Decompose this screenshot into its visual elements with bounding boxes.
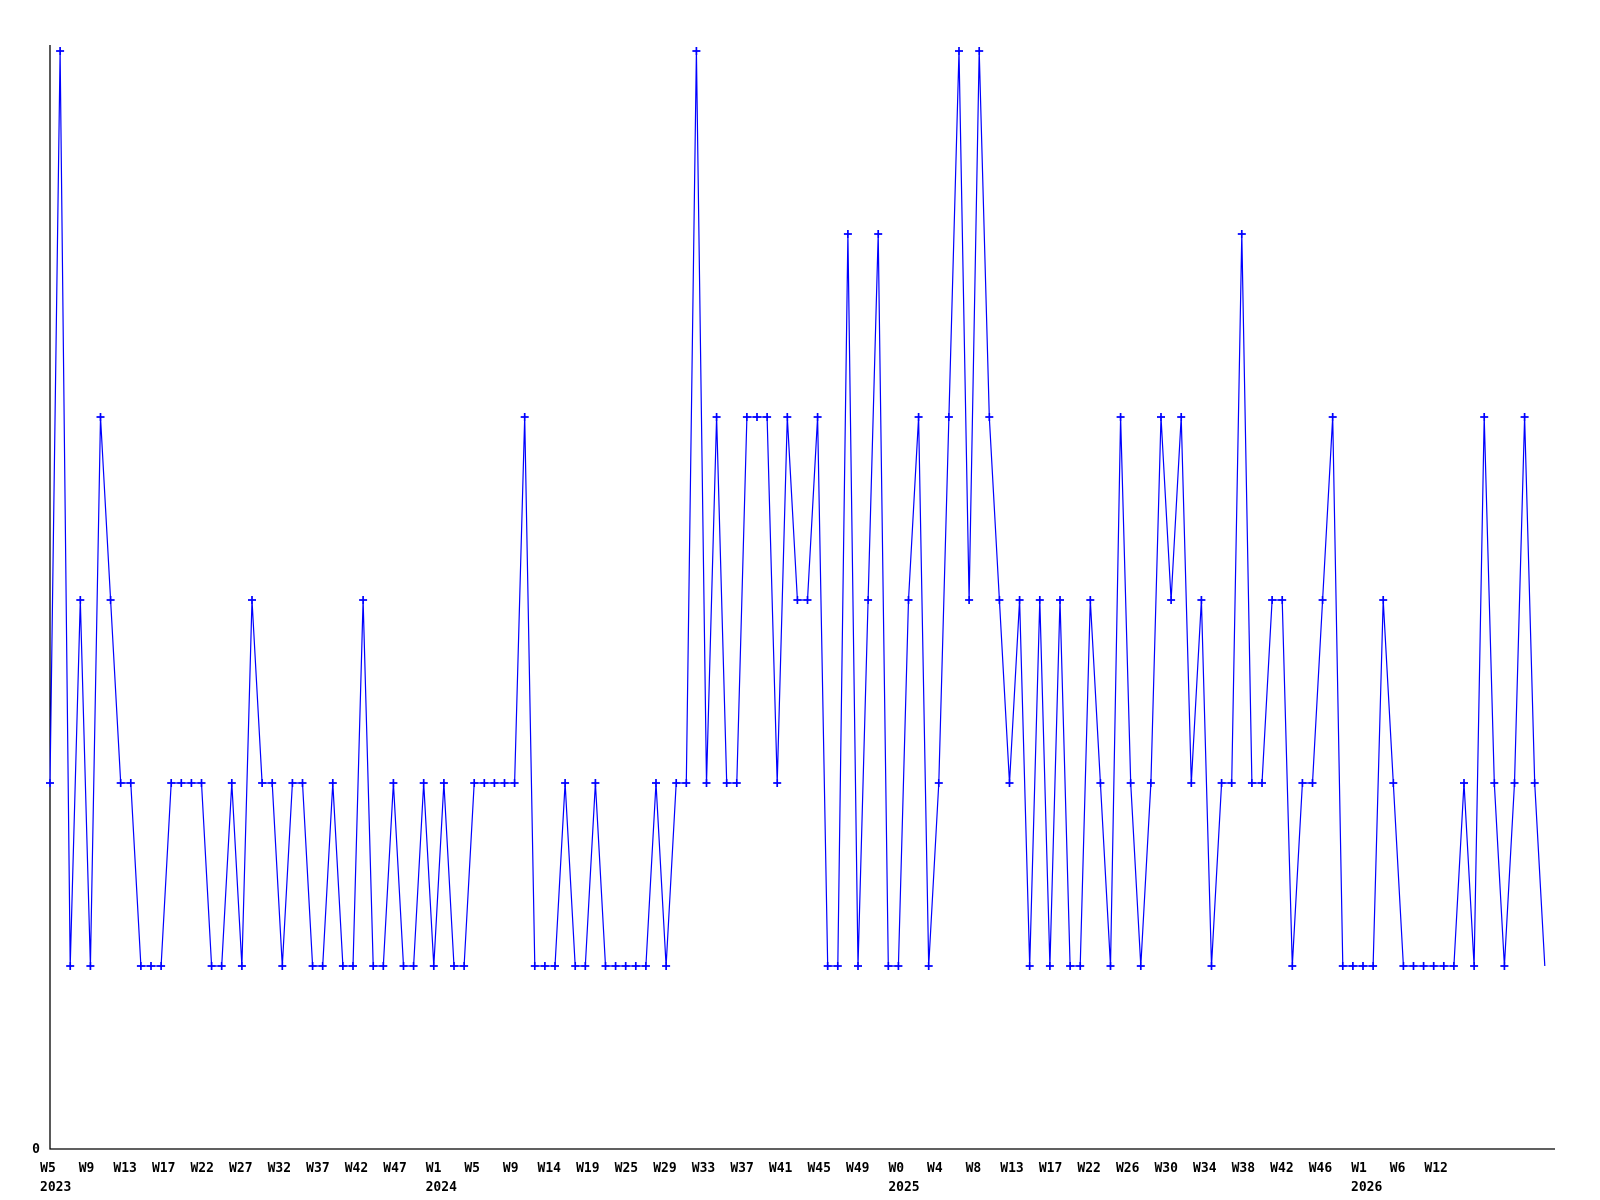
x-tick-label: W6 <box>1390 1161 1406 1176</box>
x-tick-label: W42 <box>345 1161 368 1176</box>
x-tick-label: W42 <box>1270 1161 1293 1176</box>
x-tick-label: W4 <box>927 1161 943 1176</box>
x-tick-label: W5 <box>40 1161 56 1176</box>
x-tick-label: W25 <box>615 1161 638 1176</box>
x-tick-label: W19 <box>576 1161 599 1176</box>
x-tick-label: W17 <box>152 1161 175 1176</box>
data-point-markers <box>46 47 1539 970</box>
x-tick-label: W27 <box>229 1161 252 1176</box>
series-line <box>49 50 1546 967</box>
x-tick-label: W13 <box>113 1161 136 1176</box>
x-tick-label: W13 <box>1000 1161 1023 1176</box>
x-year-label: 2025 <box>888 1180 919 1195</box>
x-year-label: 2026 <box>1351 1180 1382 1195</box>
x-tick-label: W32 <box>268 1161 291 1176</box>
x-tick-label: W26 <box>1116 1161 1140 1176</box>
x-tick-label: W22 <box>1077 1161 1100 1176</box>
x-tick-label: W14 <box>538 1161 562 1176</box>
x-tick-label: W30 <box>1154 1161 1178 1176</box>
x-tick-label: W38 <box>1232 1161 1256 1176</box>
x-tick-label: W1 <box>1351 1161 1367 1176</box>
x-tick-label: W9 <box>503 1161 519 1176</box>
x-tick-label: W5 <box>464 1161 480 1176</box>
x-tick-label: W9 <box>79 1161 95 1176</box>
x-tick-label: W37 <box>730 1161 753 1176</box>
x-tick-label: W1 <box>426 1161 442 1176</box>
x-tick-label: W46 <box>1309 1161 1333 1176</box>
x-tick-label: W17 <box>1039 1161 1062 1176</box>
x-tick-label: W8 <box>966 1161 982 1176</box>
x-year-label: 2024 <box>426 1180 457 1195</box>
x-year-label: 2023 <box>40 1180 71 1195</box>
x-tick-label: W29 <box>653 1161 676 1176</box>
x-tick-label: W33 <box>692 1161 715 1176</box>
y-tick-label-0: 0 <box>32 1142 40 1157</box>
x-tick-label: W12 <box>1424 1161 1447 1176</box>
x-tick-label: W22 <box>190 1161 213 1176</box>
x-tick-label: W37 <box>306 1161 329 1176</box>
x-tick-label: W41 <box>769 1161 793 1176</box>
x-tick-label: W49 <box>846 1161 869 1176</box>
x-tick-label: W45 <box>807 1161 830 1176</box>
x-tick-label: W47 <box>383 1161 406 1176</box>
x-tick-label: W0 <box>888 1161 904 1176</box>
x-tick-label: W34 <box>1193 1161 1217 1176</box>
axis-lines <box>49 45 1555 1150</box>
